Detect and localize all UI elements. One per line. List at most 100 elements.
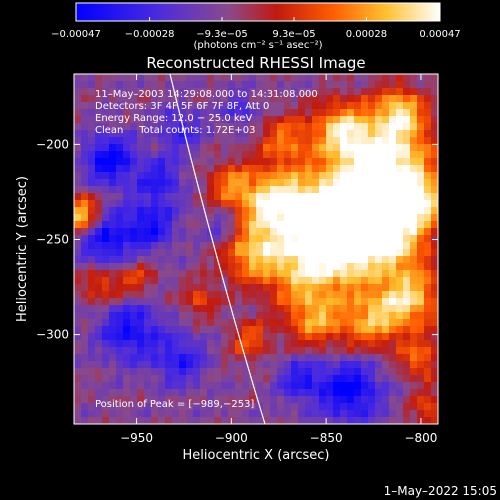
heatmap-cell (109, 256, 117, 264)
heatmap-cell (242, 74, 250, 82)
heatmap-cell (95, 242, 103, 250)
heatmap-cell (270, 298, 278, 306)
heatmap-cell (354, 228, 362, 236)
heatmap-cell (151, 396, 159, 404)
heatmap-cell (284, 326, 292, 334)
heatmap-cell (179, 179, 187, 187)
heatmap-cell (249, 123, 257, 131)
heatmap-cell (403, 165, 411, 173)
heatmap-cell (312, 74, 320, 82)
heatmap-cell (417, 340, 425, 348)
heatmap-cell (396, 116, 404, 124)
heatmap-cell (158, 74, 166, 82)
heatmap-cell (305, 249, 313, 257)
heatmap-cell (95, 102, 103, 110)
heatmap-cell (179, 144, 187, 152)
heatmap-cell (228, 389, 236, 397)
heatmap-cell (340, 298, 348, 306)
heatmap-cell (116, 81, 124, 89)
heatmap-cell (284, 249, 292, 257)
heatmap-cell (228, 130, 236, 138)
heatmap-cell (431, 116, 438, 124)
heatmap-cell (165, 81, 173, 89)
heatmap-cell (137, 389, 145, 397)
heatmap-cell (109, 368, 117, 376)
heatmap-cell (424, 130, 432, 138)
heatmap-cell (424, 81, 432, 89)
heatmap-cell (158, 291, 166, 299)
heatmap-cell (109, 144, 117, 152)
heatmap-cell (74, 144, 82, 152)
heatmap-cell (375, 88, 383, 96)
heatmap-cell (158, 347, 166, 355)
heatmap-cell (200, 116, 208, 124)
heatmap-cell (186, 214, 194, 222)
colorbar (75, 2, 441, 22)
heatmap-cell (137, 375, 145, 383)
heatmap-cell (249, 312, 257, 320)
heatmap-cell (214, 284, 222, 292)
heatmap-cell (347, 382, 355, 390)
heatmap-cell (95, 130, 103, 138)
heatmap-cell (235, 151, 243, 159)
heatmap-cell (277, 102, 285, 110)
heatmap-cell (193, 88, 201, 96)
heatmap-cell (291, 130, 299, 138)
heatmap-cell (361, 165, 369, 173)
heatmap-cell (179, 109, 187, 117)
heatmap-cell (333, 144, 341, 152)
heatmap-cell (74, 228, 82, 236)
heatmap-cell (368, 186, 376, 194)
heatmap-cell (179, 277, 187, 285)
heatmap-cell (319, 221, 327, 229)
heatmap-cell (74, 347, 82, 355)
heatmap-cell (291, 193, 299, 201)
heatmap-cell (431, 74, 438, 82)
heatmap-cell (354, 277, 362, 285)
heatmap-cell (382, 340, 390, 348)
heatmap-cell (305, 256, 313, 264)
heatmap-cell (424, 361, 432, 369)
heatmap-cell (389, 186, 397, 194)
heatmap-cell (354, 102, 362, 110)
heatmap-cell (403, 298, 411, 306)
heatmap-cell (81, 242, 89, 250)
heatmap-cell (214, 200, 222, 208)
x-tick-label: −950 (120, 431, 153, 445)
heatmap-cell (396, 291, 404, 299)
heatmap-cell (403, 228, 411, 236)
heatmap-cell (109, 228, 117, 236)
heatmap-cell (165, 368, 173, 376)
heatmap-cell (312, 81, 320, 89)
heatmap-cell (207, 312, 215, 320)
heatmap-cell (354, 403, 362, 411)
heatmap-cell (340, 172, 348, 180)
heatmap-cell (165, 151, 173, 159)
heatmap-cell (207, 144, 215, 152)
heatmap-cell (228, 270, 236, 278)
heatmap-cell (137, 410, 145, 418)
heatmap-cell (277, 221, 285, 229)
heatmap-cell (207, 109, 215, 117)
heatmap-cell (193, 214, 201, 222)
heatmap-cell (235, 256, 243, 264)
heatmap-cell (368, 228, 376, 236)
heatmap-cell (424, 298, 432, 306)
heatmap-cell (347, 277, 355, 285)
heatmap-cell (256, 368, 264, 376)
heatmap-cell (424, 249, 432, 257)
heatmap-cell (88, 312, 96, 320)
heatmap-cell (368, 130, 376, 138)
heatmap-cell (74, 396, 82, 404)
heatmap-cell (165, 88, 173, 96)
heatmap-cell (333, 123, 341, 131)
heatmap-cell (95, 263, 103, 271)
heatmap-cell (109, 396, 117, 404)
heatmap-cell (221, 81, 229, 89)
heatmap-cell (95, 200, 103, 208)
heatmap-cell (410, 109, 418, 117)
heatmap-cell (95, 361, 103, 369)
heatmap-cell (109, 137, 117, 145)
heatmap-cell (333, 305, 341, 313)
